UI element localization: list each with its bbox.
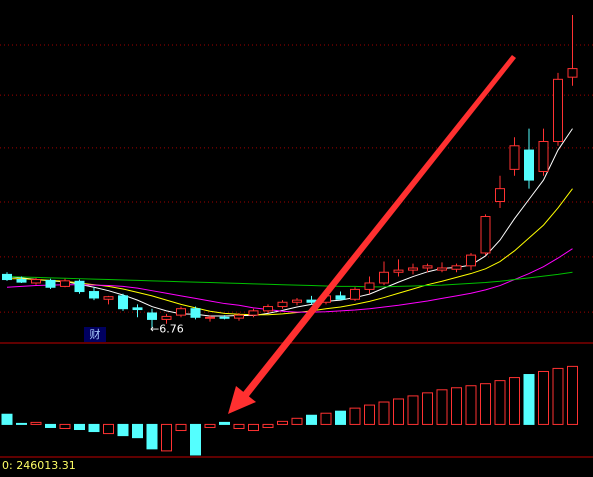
indicator-bar xyxy=(494,380,506,425)
indicator-bar xyxy=(1,413,13,425)
indicator-bar xyxy=(364,404,375,425)
candle-body xyxy=(335,295,346,300)
candle-body xyxy=(538,140,549,173)
indicator-bar xyxy=(465,385,477,425)
indicator-bar xyxy=(233,423,245,429)
indicator-bar xyxy=(277,420,288,425)
indicator-bar xyxy=(262,423,274,428)
candle-body xyxy=(451,265,462,270)
indicator-bar xyxy=(335,410,346,425)
candle-body xyxy=(364,282,375,290)
indicator-bar xyxy=(45,423,56,428)
indicator-bar xyxy=(320,412,332,425)
candle-body xyxy=(89,291,99,299)
indicator-bar xyxy=(204,423,216,428)
candle-body xyxy=(45,279,56,288)
indicator-bar xyxy=(146,423,158,450)
indicator-bar xyxy=(190,423,201,456)
indicator-bar xyxy=(567,365,578,425)
indicator-bar xyxy=(59,423,71,429)
indicator-bar xyxy=(378,401,390,425)
candle-body xyxy=(379,271,389,284)
candle-body xyxy=(422,265,433,269)
candle-body xyxy=(292,299,302,303)
candle-body xyxy=(60,280,70,287)
candle-body xyxy=(190,308,201,318)
candle-body xyxy=(2,273,12,281)
candle-body xyxy=(408,267,418,271)
candle-body xyxy=(147,312,157,320)
candle-body xyxy=(31,279,41,284)
candle-body xyxy=(234,314,244,319)
candle-body xyxy=(495,188,505,203)
indicator-bar xyxy=(88,423,100,433)
indicator-bar xyxy=(393,398,404,425)
candle-body xyxy=(306,299,317,303)
candle-body xyxy=(118,295,128,310)
candle-body xyxy=(437,267,447,271)
candle-body xyxy=(205,316,215,319)
indicator-bar xyxy=(523,374,535,425)
candle-body xyxy=(466,254,476,267)
indicator-bar xyxy=(407,395,419,425)
indicator-bar xyxy=(74,423,85,431)
tag: 财 xyxy=(90,327,101,341)
candle-body xyxy=(480,216,491,254)
ma-line xyxy=(6,248,573,313)
candle-body xyxy=(219,316,230,319)
candle-body xyxy=(524,149,534,181)
indicator-bar xyxy=(16,422,27,425)
candle-body xyxy=(248,310,259,316)
indicator-bar xyxy=(480,383,491,425)
candle-body xyxy=(567,68,578,78)
indicator-bar xyxy=(349,407,361,425)
indicator-bar xyxy=(509,377,520,425)
indicator-bar xyxy=(436,389,448,425)
candle-body xyxy=(132,307,143,311)
candle-body xyxy=(277,301,288,308)
candle-body xyxy=(103,296,114,300)
candle-body xyxy=(393,269,404,273)
indicator-bar xyxy=(306,414,317,425)
annotation: ←6.76 xyxy=(150,323,184,336)
indicator-bar xyxy=(161,423,172,452)
indicator-bar xyxy=(30,421,42,425)
arrow xyxy=(228,55,516,414)
indicator-bar xyxy=(422,392,433,425)
candle-body xyxy=(161,315,172,320)
indicator-bar xyxy=(175,423,187,432)
indicator-bar xyxy=(132,423,143,439)
indicator-bar xyxy=(451,387,462,425)
candle-body xyxy=(74,280,85,293)
candle-body xyxy=(509,145,520,170)
indicator-bar xyxy=(291,417,303,425)
tag-box xyxy=(84,327,106,342)
candle-body xyxy=(553,78,563,142)
indicator-bar xyxy=(552,367,564,425)
indicator-bar xyxy=(117,423,129,437)
ma-line xyxy=(6,271,573,288)
candle-body xyxy=(16,279,27,283)
ma-line xyxy=(6,128,573,317)
candle-body xyxy=(263,306,273,312)
candle-body xyxy=(176,308,186,316)
indicator-bar xyxy=(538,370,549,425)
candle-body xyxy=(350,288,360,300)
indicator-bar xyxy=(219,421,230,425)
footer-text: 0: 246013.31 xyxy=(2,459,76,472)
indicator-bar xyxy=(248,423,259,432)
indicator-bar xyxy=(103,423,114,435)
